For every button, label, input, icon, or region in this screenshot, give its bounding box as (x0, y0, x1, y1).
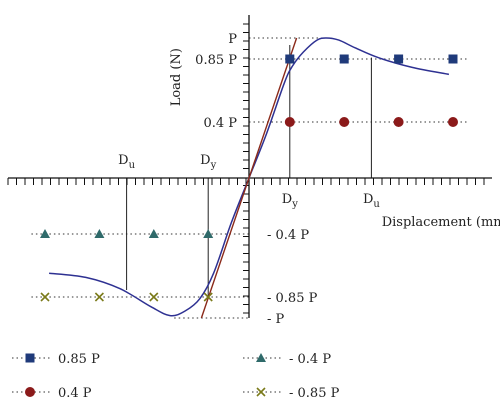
marker-triangle (203, 229, 214, 238)
marker-cross (40, 292, 50, 302)
marker-circle (448, 117, 458, 127)
x-marker-main: D (363, 192, 373, 207)
x-marker-sub: y (291, 199, 298, 210)
x-marker-label: Du (363, 192, 380, 210)
cross-stroke (149, 292, 159, 302)
legend-label: - 0.4 P (289, 352, 331, 367)
x-axis-title: Displacement (mm) (382, 215, 500, 230)
legend-marker-circle (25, 387, 35, 397)
x-marker-sub: y (210, 160, 217, 171)
x-marker-label: Du (118, 153, 135, 171)
y-tick-label: - P (267, 312, 285, 327)
cross-stroke (203, 292, 213, 302)
y-tick-label: 0.85 P (195, 53, 237, 68)
y-tick-label: - 0.85 P (267, 291, 318, 306)
legend: 0.85 P - 0.4 P 0.4 P - 0.85 P (12, 352, 340, 401)
x-marker-main: D (282, 192, 292, 207)
legend-label: - 0.85 P (289, 386, 340, 401)
marker-circle (284, 117, 295, 127)
cross-stroke (94, 292, 104, 302)
marker-square (448, 54, 458, 64)
x-marker-main: D (118, 153, 128, 168)
x-marker-sub: u (129, 160, 136, 171)
x-marker-main: D (200, 153, 210, 168)
marker-square (394, 54, 404, 64)
marker-circle (339, 117, 350, 127)
marker-cross (94, 292, 104, 302)
marker-circle (393, 117, 404, 127)
legend-item: 0.85 P (12, 352, 100, 367)
legend-label: 0.4 P (58, 386, 92, 401)
y-tick-label: - 0.4 P (267, 228, 309, 243)
marker-square (285, 54, 295, 64)
marker-cross (149, 292, 159, 302)
cross-stroke (40, 292, 50, 302)
legend-label: 0.85 P (58, 352, 100, 367)
axes (7, 15, 492, 318)
marker-triangle (148, 229, 159, 238)
marker-cross (203, 292, 213, 302)
marker-square (339, 54, 349, 64)
legend-marker-triangle (256, 353, 266, 362)
x-marker-sub: u (373, 199, 380, 210)
x-marker-label: Dy (282, 192, 298, 210)
y-axis-title: Load (N) (169, 48, 184, 106)
x-marker-label: Dy (200, 153, 216, 171)
legend-item: - 0.85 P (243, 386, 340, 401)
series-line-stiffness (200, 37, 298, 319)
y-tick-label: 0.4 P (203, 116, 237, 131)
cross-stroke (256, 387, 266, 397)
legend-marker-cross (256, 387, 266, 397)
legend-marker-square (25, 353, 35, 363)
data-markers (40, 54, 458, 302)
legend-item: - 0.4 P (243, 352, 331, 367)
series-lines (49, 37, 450, 319)
y-tick-label: P (228, 32, 237, 47)
marker-triangle (94, 229, 105, 238)
legend-item: 0.4 P (12, 386, 92, 401)
series-line-load-curve (49, 37, 450, 317)
marker-triangle (40, 229, 50, 238)
